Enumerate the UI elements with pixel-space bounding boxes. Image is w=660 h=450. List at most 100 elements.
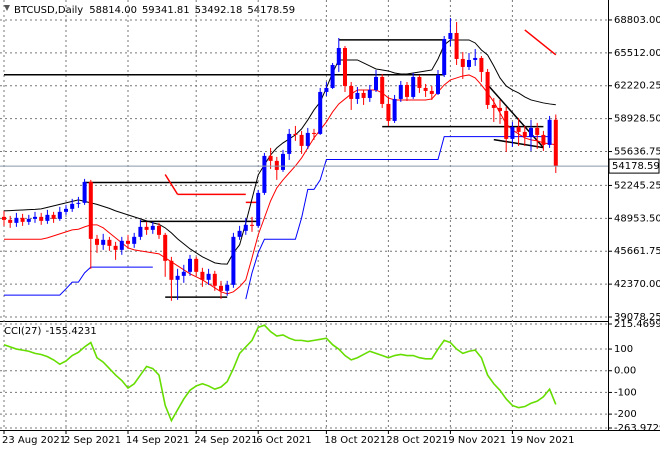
- candle-body: [467, 59, 471, 67]
- candle-body: [343, 47, 347, 86]
- x-tick-label: 14 Sep 2021: [126, 435, 189, 446]
- candle-body: [138, 226, 143, 237]
- candle-body: [101, 239, 106, 245]
- candle-body: [411, 76, 416, 97]
- indicator-value: -155.4231: [45, 326, 96, 337]
- indicator-line: [245, 136, 550, 300]
- candle-body: [256, 192, 261, 226]
- x-tick-label: 23 Aug 2021: [2, 435, 66, 446]
- candle-body: [553, 119, 558, 167]
- candle-body: [398, 84, 403, 99]
- y-tick-label: 58928.50: [614, 114, 660, 125]
- candle-body: [510, 126, 515, 139]
- candle-body: [274, 160, 279, 170]
- candle-body: [219, 285, 223, 291]
- candle-body: [504, 110, 509, 139]
- candle-body: [460, 58, 465, 67]
- candle-body: [132, 236, 137, 244]
- candle-body: [76, 202, 81, 204]
- x-tick-label: 2 Sep 2021: [64, 435, 121, 446]
- y-tick-label: 0.00: [614, 366, 636, 377]
- candle-body: [293, 133, 298, 135]
- candle-body: [442, 38, 447, 75]
- candle-body: [39, 216, 44, 221]
- candle-body: [113, 245, 118, 250]
- candle-body: [82, 181, 87, 203]
- last-price-box: [608, 158, 660, 174]
- ohlc-label: 59341.81: [142, 5, 190, 16]
- y-tick-label: 48953.50: [614, 213, 660, 224]
- candle-body: [225, 284, 230, 291]
- candle-body: [268, 155, 273, 161]
- candle-body: [20, 217, 25, 222]
- candle-body: [541, 134, 546, 145]
- candle-body: [2, 216, 6, 220]
- x-tick-label: 28 Oct 2021: [386, 435, 448, 446]
- candle-body: [479, 57, 484, 72]
- candle-body: [473, 57, 478, 60]
- chart-title: BTCUSD,Daily: [14, 5, 83, 16]
- last-price-label: 54178.59: [612, 161, 660, 172]
- candle-body: [349, 85, 354, 99]
- candle-body: [237, 230, 242, 237]
- candle-body: [126, 240, 130, 244]
- y-tick-label: 52245.25: [614, 180, 660, 191]
- y-tick-label: 215.4699: [614, 319, 660, 330]
- indicator-line: [4, 266, 153, 296]
- candle-body: [64, 208, 68, 212]
- candle-body: [14, 217, 19, 223]
- x-tick-label: 19 Nov 2021: [510, 435, 574, 446]
- candle-body: [312, 132, 316, 134]
- candle-body: [423, 87, 428, 91]
- candle-body: [157, 225, 161, 235]
- candle-body: [287, 133, 292, 154]
- candle-body: [392, 98, 397, 121]
- candle-body: [33, 216, 37, 219]
- candle-body: [163, 234, 168, 261]
- y-tick-label: 55636.75: [614, 147, 660, 158]
- candle-body: [454, 32, 459, 59]
- symbol-icon: [4, 5, 10, 11]
- y-tick-label: 39078.25: [614, 312, 660, 323]
- candle-body: [547, 119, 552, 145]
- candle-body: [299, 134, 304, 146]
- candle-body: [107, 239, 112, 246]
- candle-body: [200, 271, 205, 280]
- candle-body: [522, 131, 527, 137]
- candle-body: [361, 92, 366, 98]
- candle-body: [175, 275, 180, 280]
- candle-body: [374, 76, 378, 90]
- y-tick-label: 42370.00: [614, 279, 660, 290]
- candle-body: [144, 226, 149, 230]
- indicator-title: CCI(27): [4, 326, 42, 337]
- ohlc-label: 54178.59: [247, 5, 295, 16]
- candle-body: [436, 74, 440, 94]
- x-tick-label: 9 Nov 2021: [448, 435, 506, 446]
- candle-body: [250, 224, 254, 226]
- level-line: [524, 29, 557, 56]
- candle-body: [429, 90, 434, 94]
- candle-body: [231, 236, 236, 285]
- candle-body: [535, 127, 540, 135]
- candle-body: [88, 181, 93, 239]
- candle-body: [262, 155, 267, 193]
- candle-body: [206, 273, 211, 280]
- y-tick-label: -263.9729: [614, 423, 660, 434]
- candle-body: [26, 218, 31, 222]
- candle-body: [318, 91, 323, 134]
- candle-body: [212, 273, 217, 286]
- y-tick-label: 62220.25: [614, 81, 660, 92]
- candle-body: [51, 214, 56, 219]
- candle-body: [181, 271, 186, 276]
- x-tick-label: 18 Oct 2021: [324, 435, 386, 446]
- candle-body: [405, 84, 409, 97]
- candle-body: [281, 153, 285, 170]
- candle-body: [336, 47, 341, 65]
- level-line: [164, 174, 179, 195]
- candle-body: [498, 107, 502, 111]
- candle-body: [188, 258, 192, 272]
- candle-body: [417, 76, 422, 88]
- y-tick-label: -200: [614, 409, 637, 420]
- ohlc-label: 53492.18: [195, 5, 243, 16]
